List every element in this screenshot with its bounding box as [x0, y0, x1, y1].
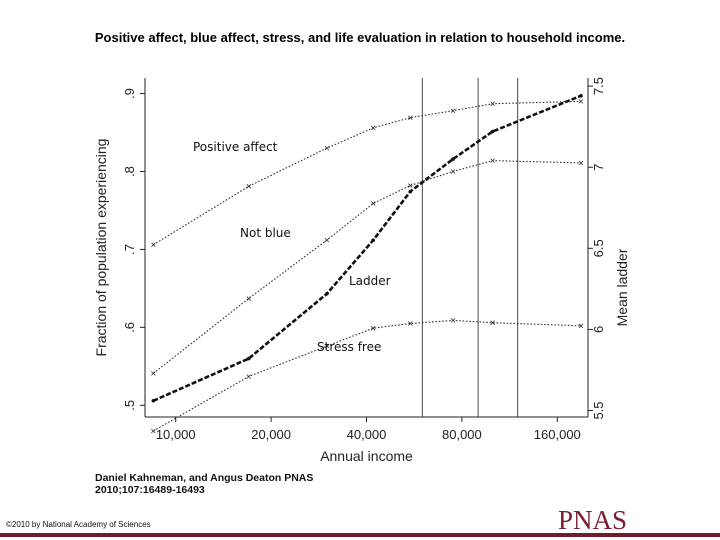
y-left-tick-label: .6 [122, 322, 137, 333]
data-point-ladder [246, 356, 251, 361]
data-point-positive-affect [324, 145, 330, 151]
x-tick-label: 80,000 [442, 427, 482, 442]
y-left-tick-label: .8 [122, 166, 137, 177]
series-label-positive-affect: Positive affect [193, 140, 278, 154]
y-right-tick-label: 7 [591, 164, 606, 171]
data-point-positive-affect [408, 115, 413, 121]
chart-labels: Positive affect Not blue Stress free Ladder [193, 140, 391, 354]
citation: Daniel Kahneman, and Angus Deaton PNAS 2… [95, 472, 313, 496]
slide-title: Positive affect, blue affect, stress, an… [94, 30, 626, 45]
data-point-positive-affect [370, 125, 376, 131]
citation-reference: 2010;107:16489-16493 [95, 484, 205, 496]
data-point-not-blue [450, 169, 456, 174]
y-left-axis-title: Fraction of population experiencing [93, 139, 109, 357]
data-point-not-blue [151, 371, 156, 376]
series-line-stress-free [153, 319, 581, 432]
data-point-positive-affect [490, 101, 495, 106]
data-point-not-blue [578, 160, 584, 166]
series-line-not-blue [152, 160, 581, 374]
bottom-rule [0, 533, 720, 537]
data-point-not-blue [408, 183, 413, 188]
x-tick-label: 20,000 [251, 427, 291, 442]
chart-series [151, 94, 584, 434]
series-label-stress-free: Stress free [317, 340, 381, 354]
threshold-vertical-lines [421, 78, 519, 417]
x-tick-label: 10,000 [156, 427, 196, 442]
y-right-tick-label: 5.5 [591, 401, 606, 419]
series-label-ladder: Ladder [349, 274, 391, 288]
y-right-tick-label: 6 [591, 326, 606, 333]
pnas-logo: PNAS [558, 505, 628, 535]
data-point-positive-affect [578, 99, 584, 104]
data-point-ladder [325, 291, 329, 296]
data-point-stress-free [578, 323, 584, 329]
series-label-not-blue: Not blue [240, 226, 291, 240]
x-tick-label: 160,000 [534, 427, 581, 442]
data-point-stress-free [370, 325, 376, 331]
data-point-ladder [579, 94, 583, 98]
data-point-not-blue [370, 201, 376, 206]
income-wellbeing-chart: 10,000 20,000 40,000 80,000 160,000 Annual in… [93, 77, 630, 464]
data-point-not-blue [490, 158, 495, 163]
y-left-tick-label: .7 [122, 244, 137, 255]
data-point-stress-free [246, 374, 252, 379]
data-point-ladder [490, 129, 495, 134]
data-point-stress-free [408, 321, 413, 326]
copyright-notice: ©2010 by National Academy of Sciences [6, 520, 151, 529]
data-point-ladder [151, 398, 156, 403]
y-right-axis-title: Mean ladder [614, 248, 630, 326]
data-point-stress-free [151, 428, 156, 434]
x-axis-title: Annual income [320, 448, 413, 464]
data-point-positive-affect [151, 242, 156, 248]
chart-axes: 10,000 20,000 40,000 80,000 160,000 Annual in… [93, 77, 630, 464]
data-point-stress-free [324, 343, 330, 349]
data-point-not-blue [246, 296, 252, 301]
series-line-ladder [152, 94, 582, 402]
data-point-ladder [451, 157, 455, 161]
series-line-positive-affect [153, 100, 581, 246]
y-left-tick-label: .5 [122, 400, 137, 411]
data-point-not-blue [324, 237, 330, 243]
data-point-positive-affect [246, 184, 252, 189]
data-point-ladder [371, 238, 376, 243]
data-point-ladder [408, 189, 413, 194]
data-point-positive-affect [450, 108, 456, 114]
y-right-tick-label: 6.5 [591, 239, 606, 257]
data-point-stress-free [450, 318, 456, 323]
data-point-stress-free [490, 320, 495, 325]
x-tick-label: 40,000 [347, 427, 387, 442]
citation-authors: Daniel Kahneman, and Angus Deaton PNAS [95, 472, 314, 484]
y-right-tick-label: 7.5 [591, 77, 606, 95]
y-left-tick-label: .9 [122, 88, 137, 99]
